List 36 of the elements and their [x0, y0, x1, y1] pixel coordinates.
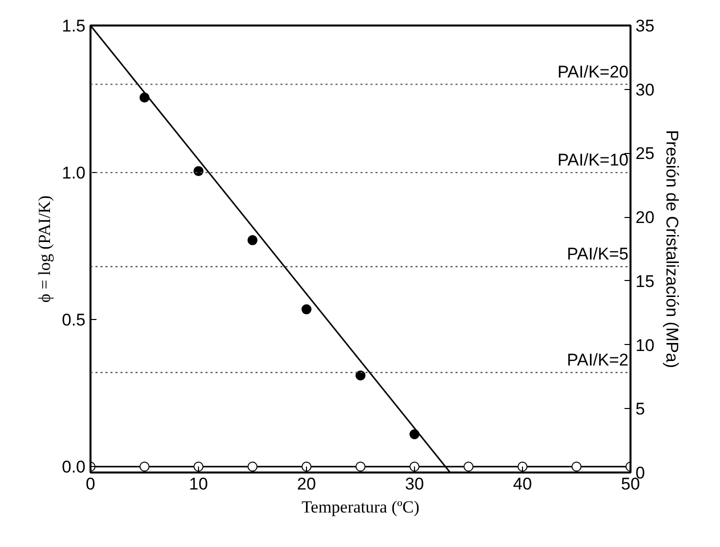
annotation: PAI/K=5 — [566, 244, 629, 264]
point — [194, 462, 204, 472]
x-tick-label: 40 — [513, 474, 532, 494]
y-tick-label: 0.5 — [62, 310, 86, 330]
point — [140, 462, 150, 472]
annotation: PAI/K=10 — [557, 150, 629, 170]
point — [518, 462, 528, 472]
point — [356, 462, 366, 472]
point — [248, 235, 258, 246]
y-tick-label: 1.0 — [62, 164, 86, 183]
point — [302, 462, 312, 472]
y2-tick-label: 20 — [636, 208, 654, 228]
x-axis-title: Temperatura (ºC) — [302, 498, 420, 516]
y2-tick-label: 25 — [636, 144, 654, 164]
y2-tick-label: 5 — [636, 400, 645, 419]
point — [572, 462, 582, 472]
annotation: PAI/K=20 — [557, 62, 629, 82]
y-tick-label: 0.0 — [62, 458, 86, 477]
y-tick-label: 1.5 — [62, 16, 86, 36]
y2-tick-label: 30 — [636, 80, 654, 100]
annotation: PAI/K=2 — [566, 350, 629, 370]
x-tick-label: 20 — [297, 474, 316, 494]
y2-tick-label: 35 — [636, 16, 654, 36]
point — [248, 462, 258, 472]
x-tick-label: 0 — [86, 474, 96, 494]
point — [302, 304, 312, 314]
x-tick-label: 30 — [405, 474, 424, 494]
point — [410, 462, 420, 472]
point — [194, 166, 204, 176]
y-axis-title: ϕ = log (PAI/K) — [34, 195, 54, 303]
y2-tick-label: 15 — [636, 272, 654, 291]
point — [464, 462, 474, 472]
point — [356, 370, 366, 380]
x-tick-label: 10 — [189, 474, 208, 494]
y2-tick-label: 10 — [636, 336, 654, 355]
y2-axis-title: Presión de Cristalización (MPa) — [662, 130, 682, 368]
